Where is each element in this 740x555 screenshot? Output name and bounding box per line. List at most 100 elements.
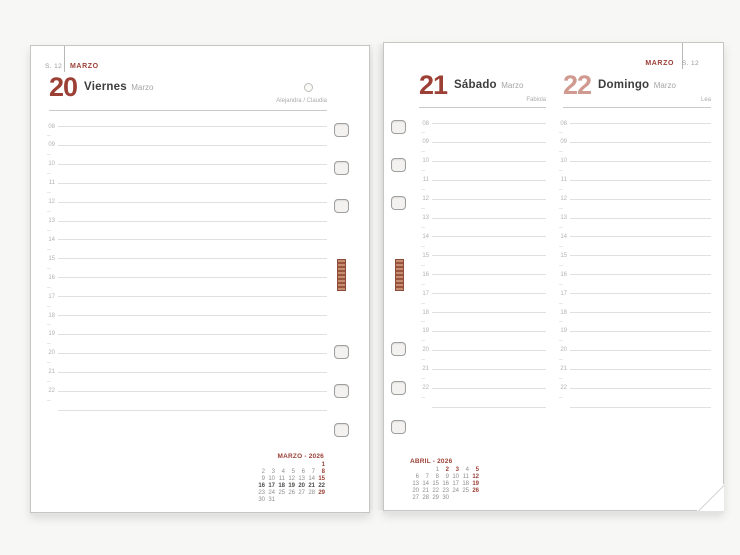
calendar-day: 22 xyxy=(318,483,325,489)
hour-row: 18 xyxy=(557,309,711,316)
hour-label: 21 xyxy=(560,366,567,373)
day-number: 20 xyxy=(49,72,78,102)
week-number-label: S. 12 xyxy=(45,63,63,70)
half-hour-tick xyxy=(559,132,563,134)
hour-grid-friday: 08 09 10 11 12 13 14 15 16 17 18 19 20 21 22 xyxy=(45,123,327,415)
half-hour-tick xyxy=(421,208,425,210)
hour-label: 08 xyxy=(560,120,567,127)
hour-line xyxy=(432,349,546,351)
calendar-day: 9 xyxy=(261,476,265,482)
calendar-day: 26 xyxy=(288,490,295,496)
hour-line xyxy=(58,390,327,392)
calendar-day: 6 xyxy=(415,474,419,480)
half-hour-tick xyxy=(421,189,425,191)
hour-row: 09 xyxy=(419,139,546,146)
hour-row: 16 xyxy=(557,271,711,278)
calendar-day: 10 xyxy=(268,476,275,482)
calendar-day: 4 xyxy=(465,467,469,473)
half-hour-tick xyxy=(559,208,563,210)
half-hour-tick xyxy=(421,226,425,228)
hour-row: 11 xyxy=(419,177,546,184)
hour-line xyxy=(58,296,327,298)
half-hour-tick xyxy=(47,343,51,345)
hour-row: 20 xyxy=(419,347,546,354)
calendar-day: 7 xyxy=(311,469,315,475)
mini-calendar-grid: 1 2 3 4 5 6 7 8 9 10 11 12 13 14 15 16 17 18 19 20 21 22 23 24 2… xyxy=(409,467,481,502)
calendar-day: 5 xyxy=(291,469,295,475)
hour-row: 10 xyxy=(557,158,711,165)
hour-label: 16 xyxy=(48,274,55,281)
calendar-day: 2 xyxy=(261,469,265,475)
half-hour-tick xyxy=(421,321,425,323)
hour-line xyxy=(58,220,327,222)
binding-gap-shadow xyxy=(368,44,383,510)
half-hour-tick xyxy=(47,400,51,402)
hour-line xyxy=(570,387,711,389)
calendar-day: 24 xyxy=(268,490,275,496)
hour-line xyxy=(570,141,711,143)
hour-label: 13 xyxy=(48,218,55,224)
month-index-tab xyxy=(395,259,404,291)
hour-label: 14 xyxy=(560,233,567,240)
calendar-day: 19 xyxy=(288,483,295,489)
half-hour-tick xyxy=(47,135,51,137)
hour-row: 22 xyxy=(557,385,711,392)
hour-label: 17 xyxy=(48,293,55,300)
hour-row: 19 xyxy=(557,328,711,335)
extra-line xyxy=(570,406,711,408)
calendar-day: 25 xyxy=(462,488,469,494)
saints-of-day: Fabiola xyxy=(526,97,546,103)
binder-hole xyxy=(391,342,406,356)
hour-line xyxy=(58,144,327,146)
hour-line xyxy=(570,293,711,295)
hour-label: 13 xyxy=(422,215,429,221)
saints-of-day: Lea xyxy=(700,97,711,103)
mini-calendar-title: MARZO - 2026 xyxy=(277,453,324,460)
calendar-day: 28 xyxy=(422,495,429,501)
hour-line xyxy=(432,236,546,238)
binder-hole xyxy=(334,199,349,213)
hour-line xyxy=(570,160,711,162)
hour-line xyxy=(570,255,711,257)
hour-line xyxy=(58,201,327,203)
hour-row: 22 xyxy=(45,388,327,395)
half-hour-tick xyxy=(559,321,563,323)
hour-line xyxy=(570,236,711,238)
hour-label: 18 xyxy=(48,312,55,319)
hour-label: 09 xyxy=(422,139,429,146)
mini-calendar-grid: 1 2 3 4 5 6 7 8 9 10 11 12 13 14 15 16 17 18 19 20 21 22 23 24 2… xyxy=(255,462,327,504)
day-name-block: Viernes Marzo xyxy=(84,76,153,95)
hour-label: 09 xyxy=(48,142,55,149)
calendar-day: 15 xyxy=(318,476,325,482)
half-hour-tick xyxy=(47,154,51,156)
hour-row: 16 xyxy=(419,271,546,278)
half-hour-tick xyxy=(47,305,51,307)
hour-label: 17 xyxy=(560,290,567,297)
hour-row: 16 xyxy=(45,274,327,281)
binder-hole xyxy=(391,120,406,134)
half-hour-tick xyxy=(421,378,425,380)
calendar-day: 4 xyxy=(281,469,285,475)
hour-label: 22 xyxy=(422,385,429,392)
calendar-day: 16 xyxy=(258,483,265,489)
half-hour-tick xyxy=(47,267,51,269)
hour-label: 16 xyxy=(560,271,567,278)
corner-divider xyxy=(682,43,683,69)
calendar-day: 21 xyxy=(422,488,429,494)
hour-label: 20 xyxy=(422,347,429,354)
calendar-day: 17 xyxy=(268,483,275,489)
hour-line xyxy=(570,368,711,370)
day-month: Marzo xyxy=(501,81,524,90)
calendar-day: 30 xyxy=(258,497,265,503)
mini-calendar-title: ABRIL - 2026 xyxy=(410,458,453,465)
hour-label: 12 xyxy=(48,199,55,206)
calendar-day: 20 xyxy=(412,488,419,494)
half-hour-tick xyxy=(559,283,563,285)
calendar-day: 12 xyxy=(472,474,479,480)
day-month: Marzo xyxy=(653,81,676,90)
day-number: 21 xyxy=(419,70,448,100)
hour-row: 18 xyxy=(45,312,327,319)
half-hour-tick xyxy=(421,340,425,342)
binder-hole xyxy=(391,381,406,395)
hour-row: 12 xyxy=(557,196,711,203)
